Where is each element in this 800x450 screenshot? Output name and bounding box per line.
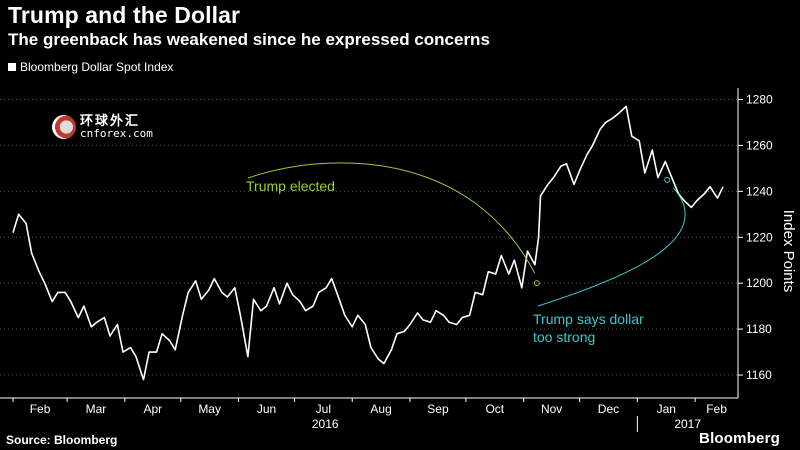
y-tick-label: 1280: [746, 92, 773, 106]
annotation-dollar-strong: Trump says dollar too strong: [533, 311, 644, 345]
series-line: [12, 105, 724, 381]
y-tick-label: 1260: [746, 138, 773, 152]
watermark-en-text: cnforex.com: [80, 126, 153, 140]
x-tick-label: Feb: [706, 402, 727, 416]
source-note: Source: Bloomberg: [6, 433, 118, 447]
annotation-line-1: Trump says dollar: [533, 311, 644, 327]
x-tick-label: Aug: [370, 402, 391, 416]
annotation-arrow-strong: [537, 187, 686, 307]
series-group: [12, 105, 724, 381]
annotation-marker-elected: [533, 280, 540, 287]
bloomberg-brand: Bloomberg: [699, 430, 780, 447]
watermark-cn-text: 环球外汇: [80, 113, 141, 128]
annotation-arrow-elected: [247, 162, 536, 274]
grid-lines: [0, 98, 738, 376]
x-tick-label: Apr: [143, 402, 162, 416]
x-tick-label: Oct: [485, 402, 504, 416]
x-tick-label: Sep: [427, 402, 449, 416]
y-tick-label: 1180: [746, 322, 772, 336]
x-tick-label: Jun: [257, 402, 276, 416]
watermark-logo: 环球外汇 cnforex.com: [52, 114, 153, 139]
legend-swatch: [8, 63, 16, 71]
x-year-label: 2017: [674, 417, 701, 431]
x-year-label: 2016: [312, 417, 339, 431]
annotation-trump-elected: Trump elected: [246, 178, 335, 194]
annotations: Trump elected Trump says dollar too strong: [246, 162, 686, 345]
y-tick-label: 1200: [746, 276, 773, 290]
x-tick-label: Dec: [598, 402, 619, 416]
legend: Bloomberg Dollar Spot Index: [8, 60, 173, 74]
cnforex-logo-icon: [52, 114, 76, 139]
x-tick-label: Jul: [316, 402, 331, 416]
y-tick-label: 1240: [746, 184, 773, 198]
x-tick-label: Jan: [657, 402, 676, 416]
x-tick-label: Feb: [30, 402, 51, 416]
y-axis-title: Index Points: [780, 210, 797, 293]
x-tick-label: Nov: [541, 402, 562, 416]
annotation-marker-strong: [664, 176, 671, 183]
annotation-line-2: too strong: [533, 329, 595, 345]
y-axis: 1160 1180 1200 1220 1240 1260 1280 Index Points: [737, 88, 797, 398]
legend-label: Bloomberg Dollar Spot Index: [20, 60, 174, 74]
x-tick-label: Mar: [86, 402, 107, 416]
x-axis: Feb Mar Apr May Jun Jul Aug Sep Oct Nov Dec Jan Feb 2…: [0, 397, 738, 432]
x-tick-label: May: [198, 402, 221, 416]
y-tick-label: 1220: [746, 230, 773, 244]
chart-title: Trump and the Dollar: [8, 2, 241, 28]
chart-subtitle: The greenback has weakened since he expr…: [8, 30, 490, 49]
y-tick-label: 1160: [746, 368, 772, 382]
